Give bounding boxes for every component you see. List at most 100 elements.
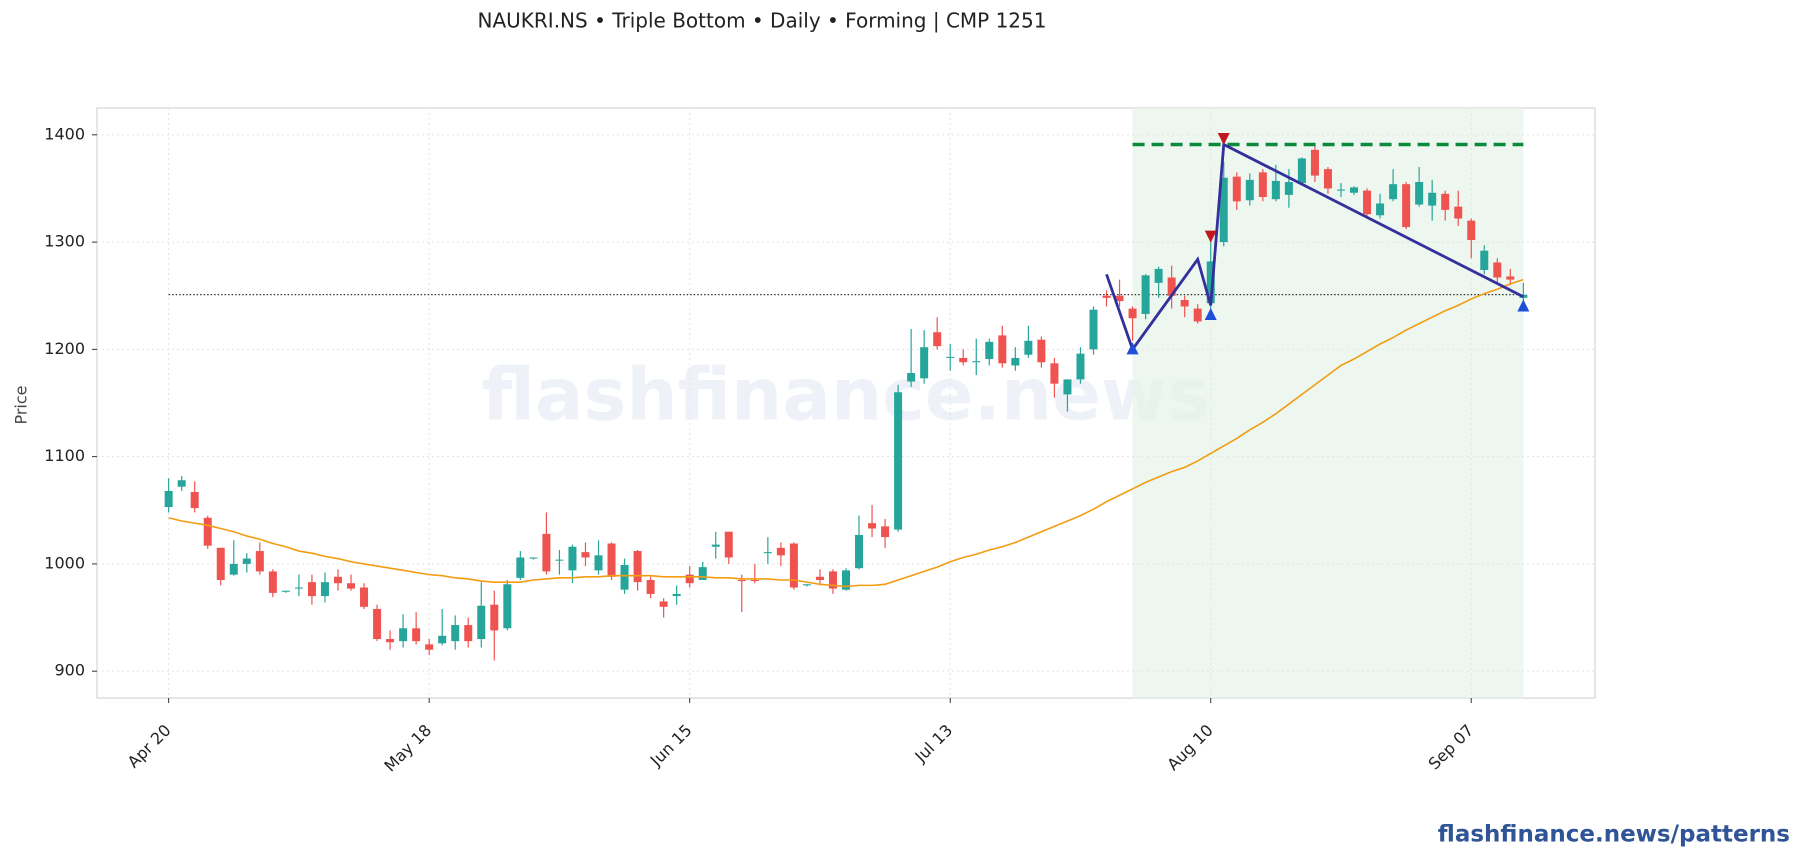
candle-body <box>1024 340 1033 355</box>
x-tick-label: May 18 <box>380 721 435 776</box>
candle-body <box>1076 353 1085 380</box>
candle-body <box>1376 203 1385 216</box>
candle-body <box>581 552 590 558</box>
candle-body <box>307 582 316 597</box>
candle-body <box>646 580 655 594</box>
candle-body <box>177 480 186 487</box>
candle-body <box>516 557 525 578</box>
candle-body <box>1415 182 1424 205</box>
candle-body <box>802 584 811 586</box>
candle-body <box>216 547 225 580</box>
candle-body <box>555 559 564 561</box>
candle-body <box>229 563 238 575</box>
trough-marker <box>1126 342 1139 355</box>
x-tick-label: Jun 15 <box>646 721 696 771</box>
candle-body <box>268 571 277 593</box>
candle-body <box>659 601 668 607</box>
candle-body <box>1467 220 1476 240</box>
peak-marker <box>1204 230 1217 243</box>
candle-body <box>399 628 408 642</box>
candle-body <box>1297 158 1306 184</box>
x-tick-label: Aug 10 <box>1163 721 1217 775</box>
candle-body <box>333 576 342 584</box>
candle-body <box>633 551 642 583</box>
y-axis-label: Price <box>12 385 31 424</box>
candle-body <box>907 372 916 382</box>
candle-body <box>412 628 421 642</box>
candle-body <box>894 392 903 530</box>
candle-body <box>855 534 864 569</box>
candle-body <box>1245 179 1254 201</box>
y-tick-label: 1300 <box>44 232 85 251</box>
candle-body <box>320 582 329 597</box>
chart-title: NAUKRI.NS • Triple Bottom • Daily • Form… <box>478 9 1047 33</box>
candle-body <box>1363 190 1372 215</box>
candle-body <box>1232 176 1241 202</box>
candle-body <box>386 639 395 643</box>
candle-body <box>685 574 694 584</box>
candle-body <box>242 558 251 564</box>
candle-body <box>1011 357 1020 366</box>
footer: flashfinance.news/patterns <box>1438 822 1790 848</box>
candle-body <box>737 580 746 582</box>
candle-body <box>1454 206 1463 219</box>
candle-body <box>1050 363 1059 384</box>
candle-body <box>828 571 837 589</box>
y-tick-label: 1400 <box>44 124 85 143</box>
candle-body <box>568 546 577 571</box>
candle-body <box>373 608 382 639</box>
peak-marker <box>1217 133 1230 146</box>
candle-body <box>672 593 681 597</box>
candle-body <box>815 576 824 580</box>
candle-body <box>1193 308 1202 322</box>
candle-body <box>1219 177 1228 243</box>
candle-body <box>281 590 290 592</box>
trough-marker <box>1204 308 1217 321</box>
candle-body <box>1206 261 1215 304</box>
candle-body <box>789 543 798 588</box>
candle-body <box>972 361 981 363</box>
candle-body <box>1128 308 1137 319</box>
candle-body <box>542 533 551 572</box>
candle-body <box>1154 268 1163 283</box>
candle-body <box>959 357 968 363</box>
candle-body <box>1310 149 1319 176</box>
candle-body <box>294 587 303 589</box>
y-tick-label: 900 <box>54 661 85 680</box>
candle-body <box>1115 295 1124 302</box>
candle-body <box>1480 250 1489 270</box>
candle-body <box>1402 184 1411 228</box>
candle-body <box>698 567 707 580</box>
candle-body <box>1493 262 1502 278</box>
candle-body <box>451 625 460 642</box>
candle-body <box>1389 184 1398 200</box>
candle-body <box>1506 276 1515 280</box>
candle-body <box>360 587 369 607</box>
candle-body <box>1141 275 1150 314</box>
candle-body <box>1271 180 1280 200</box>
candle-body <box>1102 295 1111 298</box>
candle-body <box>711 544 720 547</box>
y-tick-label: 1200 <box>44 339 85 358</box>
candle-body <box>1350 187 1359 193</box>
candle-body <box>164 490 173 508</box>
candle-body <box>490 604 499 631</box>
candle-body <box>620 564 629 590</box>
candle-body <box>933 332 942 347</box>
watermark: flashfinance.news <box>482 353 1211 437</box>
candle-body <box>607 543 616 577</box>
candle-body <box>255 551 264 572</box>
candle-body <box>503 584 512 629</box>
candle-body <box>425 644 434 650</box>
candle-body <box>1258 172 1267 198</box>
candle-body <box>842 570 850 590</box>
candle-body <box>946 356 955 358</box>
candle-body <box>1180 300 1189 307</box>
pattern-line <box>1105 142 1524 353</box>
trough-marker <box>1517 299 1530 312</box>
candle-body <box>203 517 212 546</box>
candle-body <box>750 580 759 582</box>
candle-body <box>477 605 486 639</box>
candle-body <box>529 557 538 559</box>
